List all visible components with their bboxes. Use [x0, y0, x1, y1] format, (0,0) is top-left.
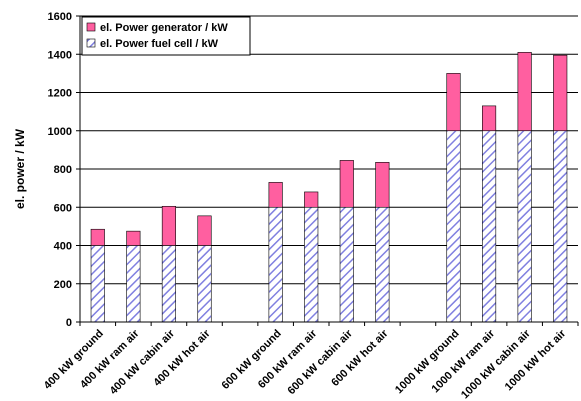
- bar-generator: [517, 52, 532, 132]
- y-tick-label: 800: [54, 164, 72, 176]
- bar-generator: [126, 230, 141, 246]
- x-tick-label: 600 kW ground: [220, 328, 284, 392]
- x-tick-label: 400 kW cabin air: [108, 327, 178, 397]
- legend-swatch: [86, 22, 96, 32]
- bar-generator: [553, 54, 568, 132]
- y-tick-labels: 0 200 400 600 800 1000 1200 1400 1600: [48, 11, 72, 329]
- bar-fuel-cell: [482, 130, 497, 323]
- y-tick-label: 200: [54, 279, 72, 291]
- y-tick-label: 1600: [48, 11, 72, 23]
- bar-fuel-cell: [553, 130, 568, 323]
- bar-fuel-cell: [304, 206, 319, 323]
- gridlines: [80, 15, 578, 285]
- legend: el. Power generator / kW el. Power fuel c…: [81, 16, 251, 56]
- bar-fuel-cell: [517, 130, 532, 323]
- bar-fuel-cell: [268, 206, 283, 323]
- y-tick-label: 600: [54, 202, 72, 214]
- axes: [76, 15, 579, 326]
- bar-generator: [339, 160, 354, 208]
- x-tick-label: 600 kW cabin air: [285, 327, 355, 397]
- bar-generator: [268, 182, 283, 208]
- bar-generator: [161, 205, 176, 246]
- bar-generator: [482, 105, 497, 132]
- y-axis-title: el. power / kW: [13, 128, 27, 209]
- bar-fuel-cell: [126, 245, 141, 323]
- bar-fuel-cell: [90, 245, 105, 323]
- bar-fuel-cell: [161, 245, 176, 323]
- y-tick-label: 1000: [48, 126, 72, 138]
- bar-fuel-cell: [339, 206, 354, 323]
- bar-fuel-cell: [446, 130, 461, 323]
- bar-fuel-cell: [197, 245, 212, 323]
- x-tick-label: 1000 kW ram air: [429, 327, 497, 395]
- x-tick-label: 1000 kW ground: [393, 328, 462, 397]
- legend-swatch: [86, 38, 96, 48]
- bar-generator: [304, 191, 319, 208]
- y-tick-label: 0: [66, 317, 72, 329]
- bar-generator: [446, 73, 461, 132]
- legend-box: [81, 16, 251, 56]
- bar-generator: [375, 162, 390, 208]
- bar-fuel-cell: [375, 206, 390, 323]
- x-tick-label: 400 kW ground: [42, 328, 106, 392]
- legend-label: el. Power generator / kW: [100, 22, 228, 34]
- bar-generator: [197, 215, 212, 246]
- x-tick-label: 1000 kW hot air: [503, 327, 569, 393]
- y-tick-label: 1400: [48, 49, 72, 61]
- y-tick-label: 400: [54, 241, 72, 253]
- bar-generator: [90, 228, 105, 246]
- legend-label: el. Power fuel cell / kW: [100, 38, 219, 50]
- y-tick-label: 1200: [48, 88, 72, 100]
